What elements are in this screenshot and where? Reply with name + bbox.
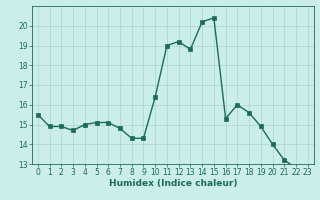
X-axis label: Humidex (Indice chaleur): Humidex (Indice chaleur): [108, 179, 237, 188]
